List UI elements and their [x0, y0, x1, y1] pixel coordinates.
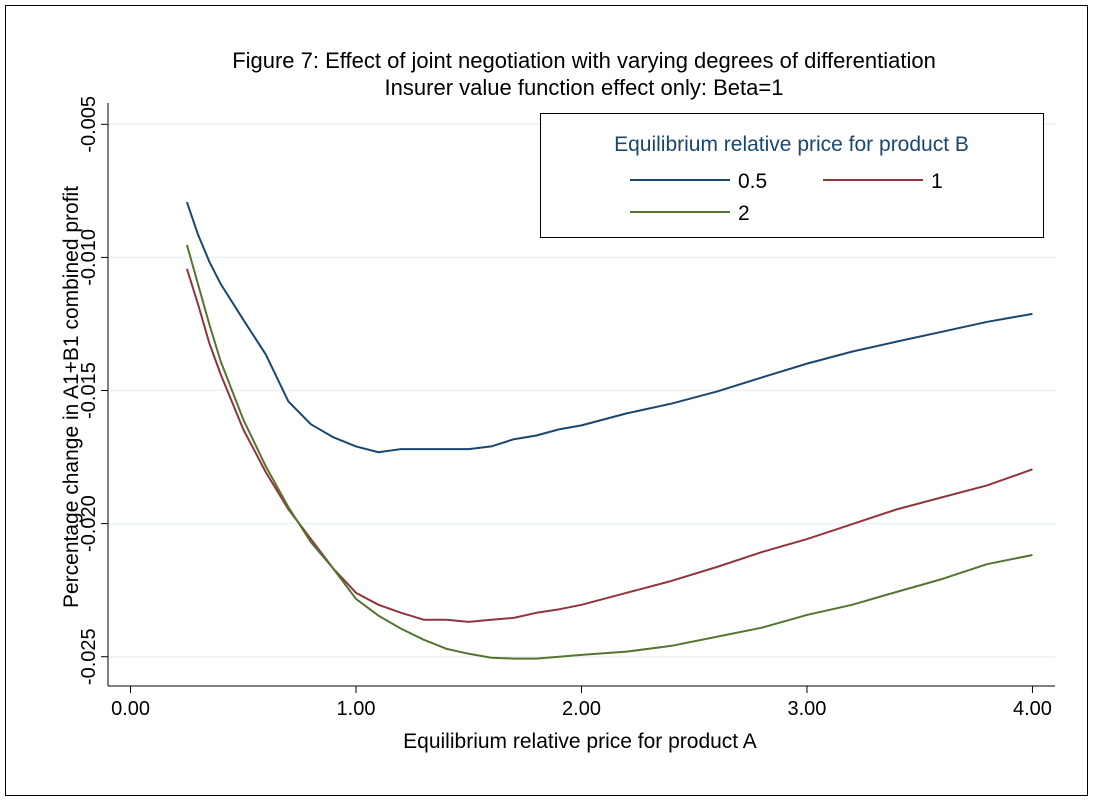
y-axis-label: Percentage change in A1+B1 combined prof… [60, 186, 83, 608]
chart-subtitle: Insurer value function effect only: Beta… [385, 75, 784, 100]
legend-label: 1 [931, 170, 943, 193]
x-tick-label: 1.00 [337, 698, 376, 720]
line-series [185, 244, 1033, 660]
x-tick-label: 2.00 [562, 698, 601, 720]
legend-box [540, 113, 1044, 238]
chart-title: Figure 7: Effect of joint negotiation wi… [232, 48, 936, 73]
x-tick-label: 4.00 [1013, 698, 1052, 720]
legend: Equilibrium relative price for product B… [540, 113, 1044, 238]
y-tick-label: -0.005 [78, 96, 100, 153]
x-tick-label: 3.00 [788, 698, 827, 720]
legend-label: 0.5 [738, 170, 767, 193]
line-series [185, 201, 1033, 454]
y-tick-label: -0.025 [78, 628, 100, 685]
y-tick-label: -0.020 [78, 495, 100, 552]
x-tick-label: 0.00 [111, 698, 150, 720]
x-axis-label: Equilibrium relative price for product A [403, 730, 757, 753]
line-series [185, 268, 1033, 623]
y-tick-label: -0.010 [78, 229, 100, 286]
legend-title: Equilibrium relative price for product B [614, 133, 969, 156]
y-tick-label: -0.015 [78, 362, 100, 419]
legend-label: 2 [738, 202, 750, 225]
